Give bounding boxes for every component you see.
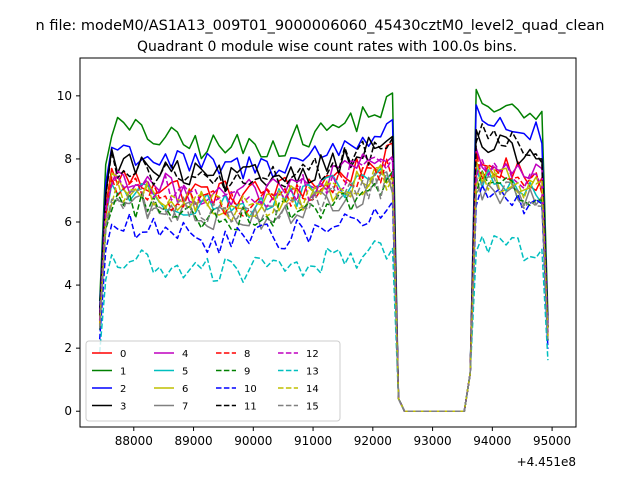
series-line-13 bbox=[98, 235, 549, 412]
y-tick-label: 6 bbox=[64, 215, 72, 229]
series-lines bbox=[98, 88, 549, 412]
x-tick-label: 91000 bbox=[294, 434, 332, 448]
x-tick-label: 93000 bbox=[413, 434, 451, 448]
figure-suptitle: n file: modeM0/AS1A13_009T01_9000006060_… bbox=[36, 18, 605, 34]
legend-label-9: 9 bbox=[244, 367, 250, 378]
x-tick-label: 88000 bbox=[115, 434, 153, 448]
legend-label-4: 4 bbox=[182, 349, 188, 360]
chart-title: Quadrant 0 module wise count rates with … bbox=[137, 39, 517, 55]
series-line-9 bbox=[98, 170, 549, 412]
legend-label-6: 6 bbox=[182, 384, 188, 395]
x-tick-label: 92000 bbox=[354, 434, 392, 448]
legend-label-12: 12 bbox=[306, 349, 319, 360]
legend-label-10: 10 bbox=[244, 384, 257, 395]
x-tick-label: 94000 bbox=[473, 434, 511, 448]
y-axis: 0 2 4 6 8 10 bbox=[57, 89, 80, 418]
legend-label-8: 8 bbox=[244, 349, 250, 360]
legend-label-0: 0 bbox=[120, 349, 126, 360]
y-tick-label: 4 bbox=[64, 278, 72, 292]
legend-label-11: 11 bbox=[244, 402, 257, 413]
x-tick-label: 89000 bbox=[174, 434, 212, 448]
legend-label-3: 3 bbox=[120, 402, 126, 413]
y-tick-label: 0 bbox=[64, 404, 72, 418]
x-axis-offset-label: +4.451e8 bbox=[517, 455, 576, 469]
legend-frame bbox=[85, 340, 341, 422]
y-tick-label: 8 bbox=[64, 152, 72, 166]
x-tick-label: 95000 bbox=[533, 434, 571, 448]
y-tick-label: 10 bbox=[57, 89, 72, 103]
legend-label-15: 15 bbox=[306, 402, 319, 413]
legend-label-13: 13 bbox=[306, 367, 319, 378]
x-tick-label: 90000 bbox=[234, 434, 272, 448]
x-axis: 88000 89000 90000 91000 92000 93000 94000 95000 bbox=[115, 427, 571, 448]
legend-label-2: 2 bbox=[120, 384, 126, 395]
series-line-15 bbox=[98, 171, 549, 412]
y-tick-label: 2 bbox=[64, 341, 72, 355]
legend-label-7: 7 bbox=[182, 402, 188, 413]
legend-label-5: 5 bbox=[182, 367, 188, 378]
legend-label-1: 1 bbox=[120, 367, 126, 378]
legend-label-14: 14 bbox=[306, 384, 319, 395]
plot-area-frame bbox=[79, 57, 577, 428]
series-line-14 bbox=[98, 166, 549, 412]
